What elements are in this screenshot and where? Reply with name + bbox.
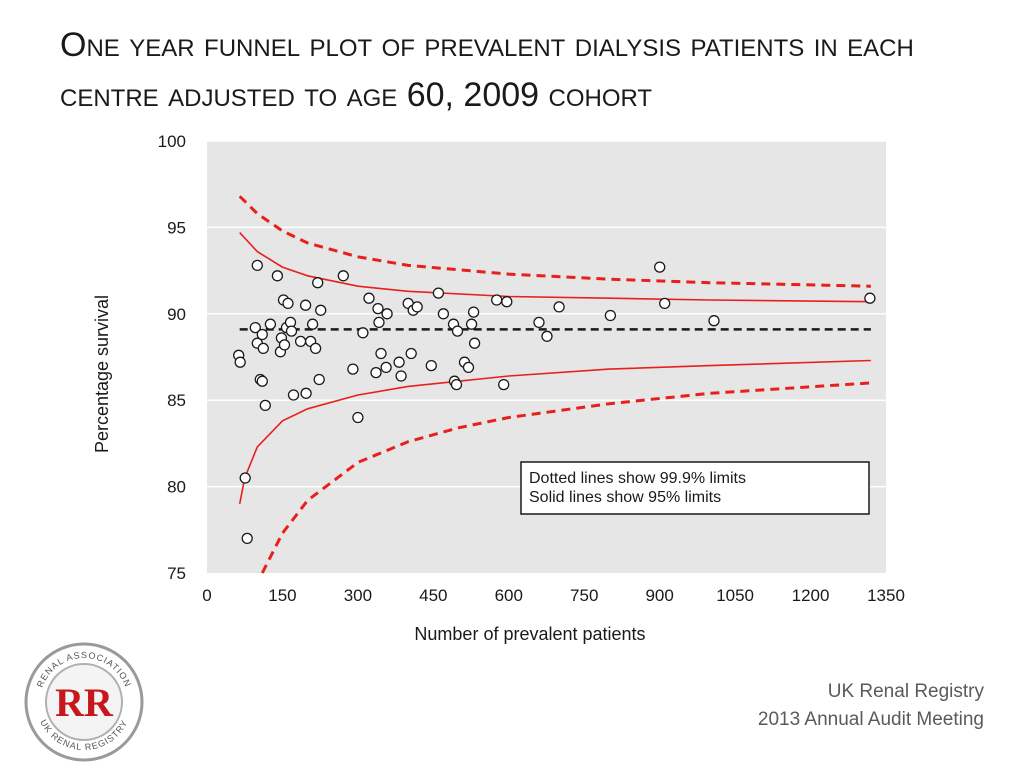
data-point — [462, 361, 475, 374]
logo-inner-ring — [45, 663, 123, 741]
data-point — [313, 373, 325, 386]
data-point — [241, 532, 253, 545]
renal-association-logo-icon: RENAL ASSOCIATION UK RENAL REGISTRY RR — [24, 642, 144, 762]
data-point — [251, 259, 263, 272]
data-point — [300, 387, 312, 399]
data-point — [294, 335, 307, 348]
data-point — [234, 356, 246, 368]
data-point — [451, 325, 464, 337]
y-tick-label: 75 — [167, 564, 186, 583]
data-point — [249, 321, 261, 334]
y-tick-label: 95 — [167, 218, 186, 237]
data-point — [468, 337, 481, 349]
data-point — [299, 299, 312, 311]
limit-99-9-lower-line — [260, 381, 871, 574]
data-point — [256, 328, 268, 341]
x-tick-label: 0 — [202, 586, 211, 605]
data-point — [259, 399, 271, 412]
data-point — [659, 297, 671, 310]
data-point — [337, 270, 349, 282]
data-point — [271, 270, 284, 282]
data-point — [375, 347, 387, 360]
data-point — [381, 308, 393, 320]
y-tick-label: 90 — [167, 305, 186, 324]
data-point — [380, 361, 392, 374]
data-point — [312, 277, 324, 289]
data-point — [465, 318, 478, 330]
data-point — [309, 342, 322, 355]
data-point — [467, 306, 480, 318]
data-point — [533, 316, 545, 329]
y-tick-labels: 75 80 85 90 95 100 — [158, 132, 186, 583]
y-tick-label: 100 — [158, 132, 186, 151]
limit-99-9-upper-line — [238, 195, 871, 288]
x-tick-label: 750 — [570, 586, 598, 605]
data-point — [282, 297, 294, 310]
data-point — [604, 309, 617, 322]
limit-95-lower-line — [238, 359, 871, 505]
data-point — [372, 302, 384, 315]
control-limits — [238, 195, 871, 574]
data-point — [347, 363, 359, 375]
x-tick-label: 1350 — [867, 586, 905, 605]
data-point — [437, 308, 450, 320]
data-point — [654, 261, 666, 273]
data-point — [287, 389, 300, 401]
x-tick-label: 300 — [344, 586, 372, 605]
legend-box — [520, 461, 870, 515]
data-point — [278, 339, 291, 351]
x-tick-labels: 0 150 300 450 600 750 900 1050 1200 1350 — [202, 586, 905, 605]
x-tick-label: 900 — [645, 586, 673, 605]
legend: Dotted lines show 99.9% limits Solid lin… — [520, 461, 870, 515]
data-point — [363, 292, 375, 304]
slide-title: One year funnel plot of prevalent dialys… — [60, 26, 914, 114]
data-point — [498, 378, 510, 391]
funnel-plot: 75 80 85 90 95 100 0 150 300 450 600 750 900 1050 120… — [92, 132, 905, 644]
x-axis-label: Number of prevalent patients — [414, 624, 645, 644]
data-points — [233, 259, 876, 545]
x-tick-label: 150 — [268, 586, 296, 605]
data-point — [491, 294, 503, 306]
data-point — [501, 296, 513, 308]
data-point — [315, 304, 327, 316]
data-point — [306, 318, 319, 330]
data-point — [864, 292, 876, 304]
data-point — [553, 301, 565, 313]
footer: UK Renal Registry 2013 Annual Audit Meet… — [758, 678, 984, 734]
logo-monogram: RR — [55, 680, 114, 725]
limit-95-upper-line — [239, 232, 871, 303]
data-point — [708, 315, 720, 327]
data-point — [370, 366, 382, 379]
data-point — [264, 318, 277, 330]
data-point — [257, 342, 269, 355]
data-point — [393, 356, 405, 368]
x-tick-label: 1050 — [716, 586, 754, 605]
data-point — [352, 411, 364, 424]
y-tick-label: 80 — [167, 478, 186, 497]
legend-item-95: Solid lines show 95% limits — [529, 489, 721, 506]
data-point — [256, 375, 268, 387]
legend-item-99-9: Dotted lines show 99.9% limits — [529, 470, 746, 487]
data-point — [432, 287, 445, 299]
data-point — [405, 347, 417, 360]
footer-meeting: 2013 Annual Audit Meeting — [757, 709, 984, 730]
data-point — [425, 359, 437, 372]
data-point — [239, 472, 251, 484]
data-point — [395, 370, 407, 382]
x-tick-label: 600 — [495, 586, 523, 605]
data-point — [373, 316, 385, 329]
y-tick-label: 85 — [167, 391, 186, 410]
footer-registry: UK Renal Registry — [827, 681, 984, 702]
data-point — [357, 327, 369, 339]
data-point — [541, 330, 553, 342]
data-point — [411, 301, 423, 313]
x-tick-label: 1200 — [792, 586, 830, 605]
x-tick-label: 450 — [419, 586, 447, 605]
y-axis-label: Percentage survival — [92, 295, 112, 453]
data-point — [285, 325, 298, 337]
data-point — [450, 378, 463, 391]
